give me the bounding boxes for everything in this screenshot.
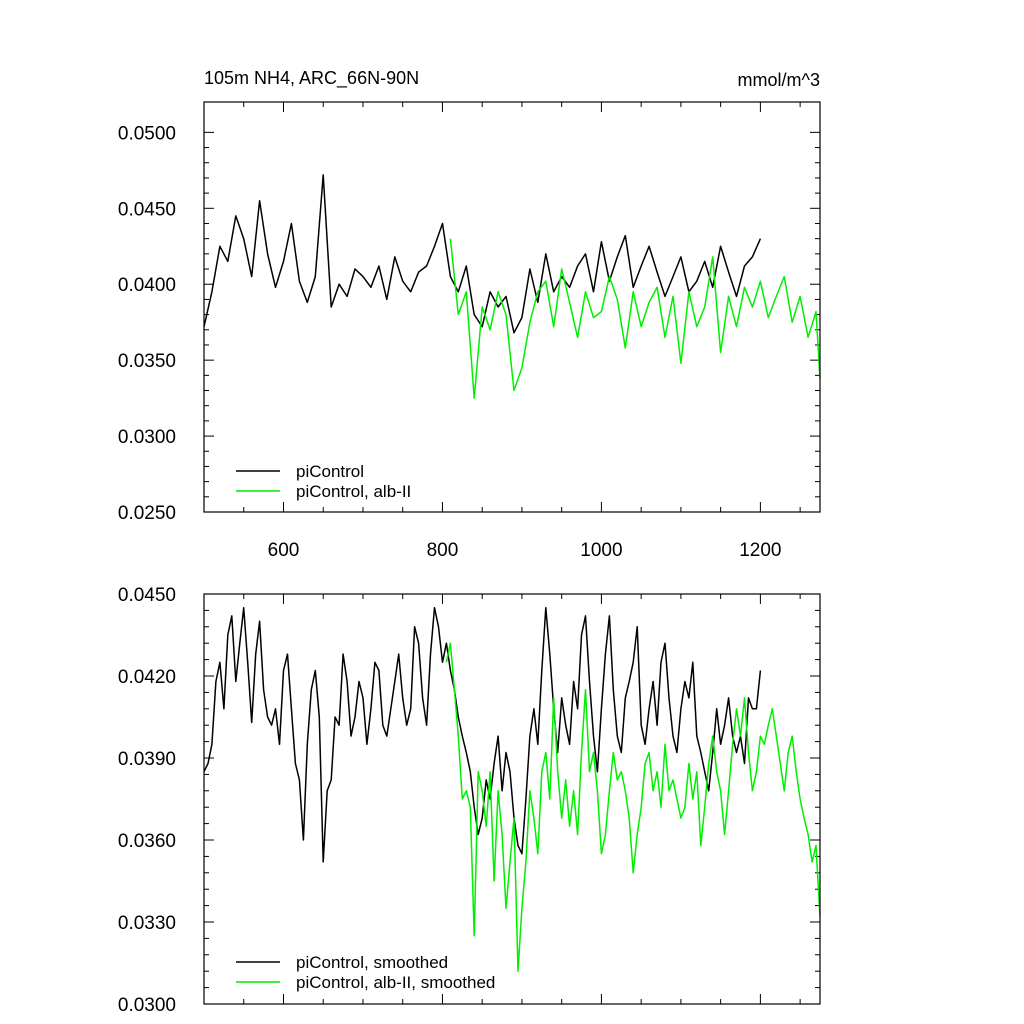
- top-panel: 105m NH4, ARC_66N-90N mmol/m^3 600 800 100…: [118, 68, 821, 561]
- bottom-panel-series: [203, 606, 821, 972]
- legend-label-alb-ii: piControl, alb-II: [296, 482, 411, 501]
- top-y-tick-label: 0.0400: [118, 275, 176, 296]
- top-panel-legend: piControl piControl, alb-II: [236, 462, 411, 501]
- bottom-y-tick-label: 0.0450: [118, 585, 176, 606]
- top-y-tick-label: 0.0250: [118, 503, 176, 524]
- legend-label-picontrol: piControl: [296, 462, 364, 481]
- top-panel-units: mmol/m^3: [738, 70, 820, 90]
- top-x-tick-label: 800: [427, 540, 459, 561]
- bottom-series-line-1: [445, 642, 821, 972]
- top-series-line-1: [449, 238, 821, 399]
- top-y-tick-label: 0.0500: [118, 123, 176, 144]
- bottom-y-tick-label: 0.0390: [118, 749, 176, 770]
- top-panel-ticks: 600 800 1000 1200 0.0250 0.0300 0.0350 0.0400 0.…: [118, 102, 820, 561]
- bottom-panel: 0.0300 0.0330 0.0360 0.0390 0.0420 0.0450 piC…: [118, 585, 821, 1016]
- top-x-tick-label: 1200: [739, 540, 781, 561]
- top-y-tick-label: 0.0300: [118, 427, 176, 448]
- top-panel-title: 105m NH4, ARC_66N-90N: [204, 68, 419, 89]
- top-x-tick-label: 600: [268, 540, 300, 561]
- top-series-line-0: [203, 174, 762, 334]
- bottom-y-tick-label: 0.0330: [118, 913, 176, 934]
- top-y-tick-label: 0.0450: [118, 199, 176, 220]
- legend-label-picontrol-smoothed: piControl, smoothed: [296, 953, 448, 972]
- bottom-y-tick-label: 0.0420: [118, 667, 176, 688]
- bottom-y-tick-label: 0.0300: [118, 995, 176, 1016]
- top-x-tick-label: 1000: [580, 540, 622, 561]
- bottom-panel-frame: [203, 593, 821, 1005]
- bottom-y-tick-label: 0.0360: [118, 831, 176, 852]
- top-y-tick-label: 0.0350: [118, 351, 176, 372]
- top-panel-series: [203, 174, 821, 399]
- top-panel-frame: [203, 101, 821, 513]
- bottom-series-line-0: [203, 606, 762, 863]
- legend-label-alb-ii-smoothed: piControl, alb-II, smoothed: [296, 973, 495, 992]
- bottom-panel-legend: piControl, smoothed piControl, alb-II, s…: [236, 953, 495, 992]
